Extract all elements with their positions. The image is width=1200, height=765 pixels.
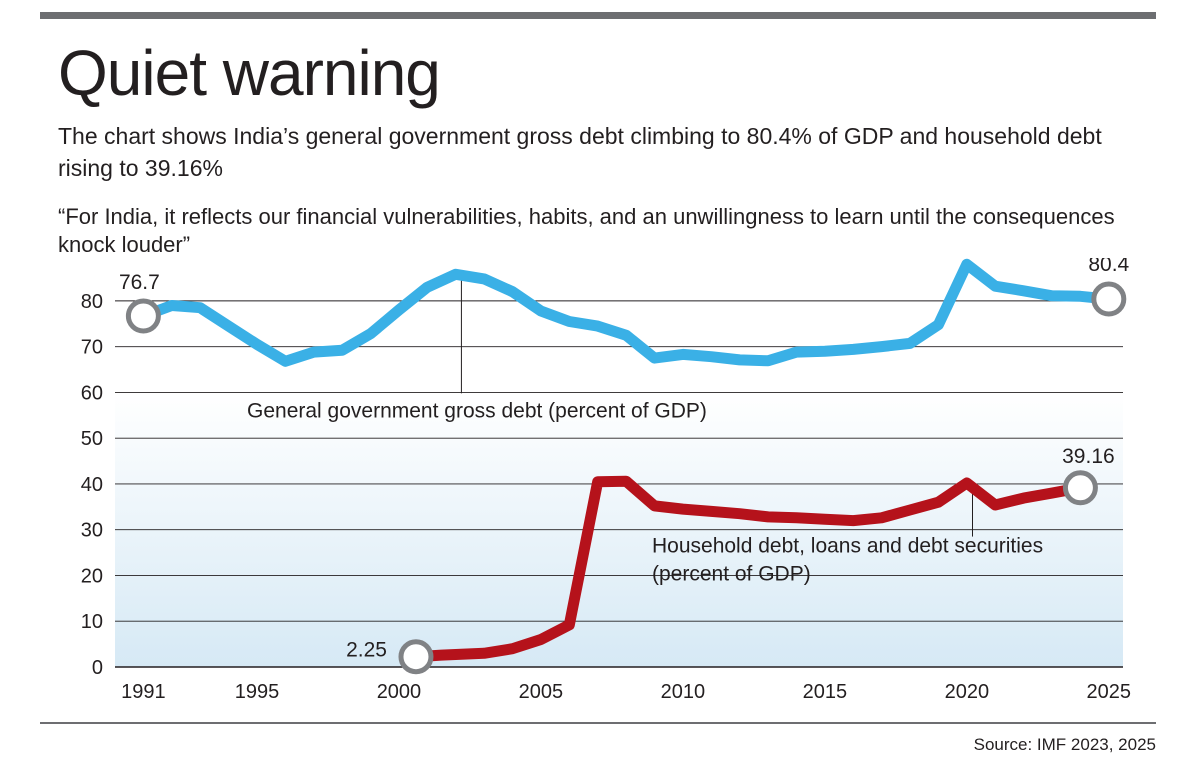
- government-debt-series-label: General government gross debt (percent o…: [247, 399, 707, 422]
- household-debt-start-value-label: 2.25: [346, 639, 387, 662]
- government-debt-start-marker: [125, 298, 161, 334]
- y-tick-label: 20: [81, 565, 103, 587]
- debt-line-chart: 0 10 20 30 40 50 60 70 80 1991 1995 2000 2005 2010 20…: [81, 258, 1131, 703]
- household-debt-line: [415, 475, 1082, 663]
- household-debt-end-value-label: 39.16: [1062, 445, 1115, 468]
- x-tick-label: 2025: [1087, 681, 1132, 703]
- y-tick-label: 40: [81, 474, 103, 496]
- household-debt-series-label: Household debt, loans and debt securitie…: [652, 535, 1043, 558]
- data-labels: General government gross debt (percent o…: [119, 258, 1130, 662]
- top-rule: [40, 12, 1156, 19]
- government-debt-end-value-label: 80.4: [1088, 258, 1129, 276]
- y-tick-label: 30: [81, 520, 103, 542]
- household-debt-start-marker: [398, 639, 434, 675]
- y-tick-label: 10: [81, 611, 103, 633]
- household-debt-series-label: (percent of GDP): [652, 563, 811, 586]
- x-axis: 1991 1995 2000 2005 2010 2015 2020 2025: [121, 681, 1131, 703]
- x-tick-label: 2015: [803, 681, 848, 703]
- y-tick-label: 50: [81, 428, 103, 450]
- source-note: Source: IMF 2023, 2025: [973, 735, 1156, 754]
- subtitle: The chart shows India’s general governme…: [58, 123, 1102, 181]
- y-axis: 0 10 20 30 40 50 60 70 80: [81, 291, 103, 679]
- x-tick-label: 2000: [377, 681, 422, 703]
- bottom-rule: [40, 722, 1156, 724]
- pull-quote: “For India, it reflects our financial vu…: [58, 204, 1115, 257]
- y-tick-label: 60: [81, 382, 103, 404]
- x-tick-label: 1991: [121, 681, 166, 703]
- x-tick-label: 2010: [661, 681, 706, 703]
- y-tick-label: 70: [81, 337, 103, 359]
- endpoint-markers: [125, 281, 1127, 675]
- x-tick-label: 2020: [945, 681, 990, 703]
- government-debt-end-marker: [1091, 281, 1127, 317]
- x-tick-label: 2005: [519, 681, 564, 703]
- series-lines: [141, 258, 1110, 663]
- y-tick-label: 80: [81, 291, 103, 313]
- page-title: Quiet warning: [58, 37, 441, 109]
- grid-lines: [115, 300, 1123, 668]
- government-debt-start-value-label: 76.7: [119, 271, 160, 294]
- household-debt-end-marker: [1062, 470, 1098, 506]
- y-tick-label: 0: [92, 657, 103, 679]
- x-tick-label: 1995: [235, 681, 280, 703]
- government-debt-line: [141, 258, 1110, 367]
